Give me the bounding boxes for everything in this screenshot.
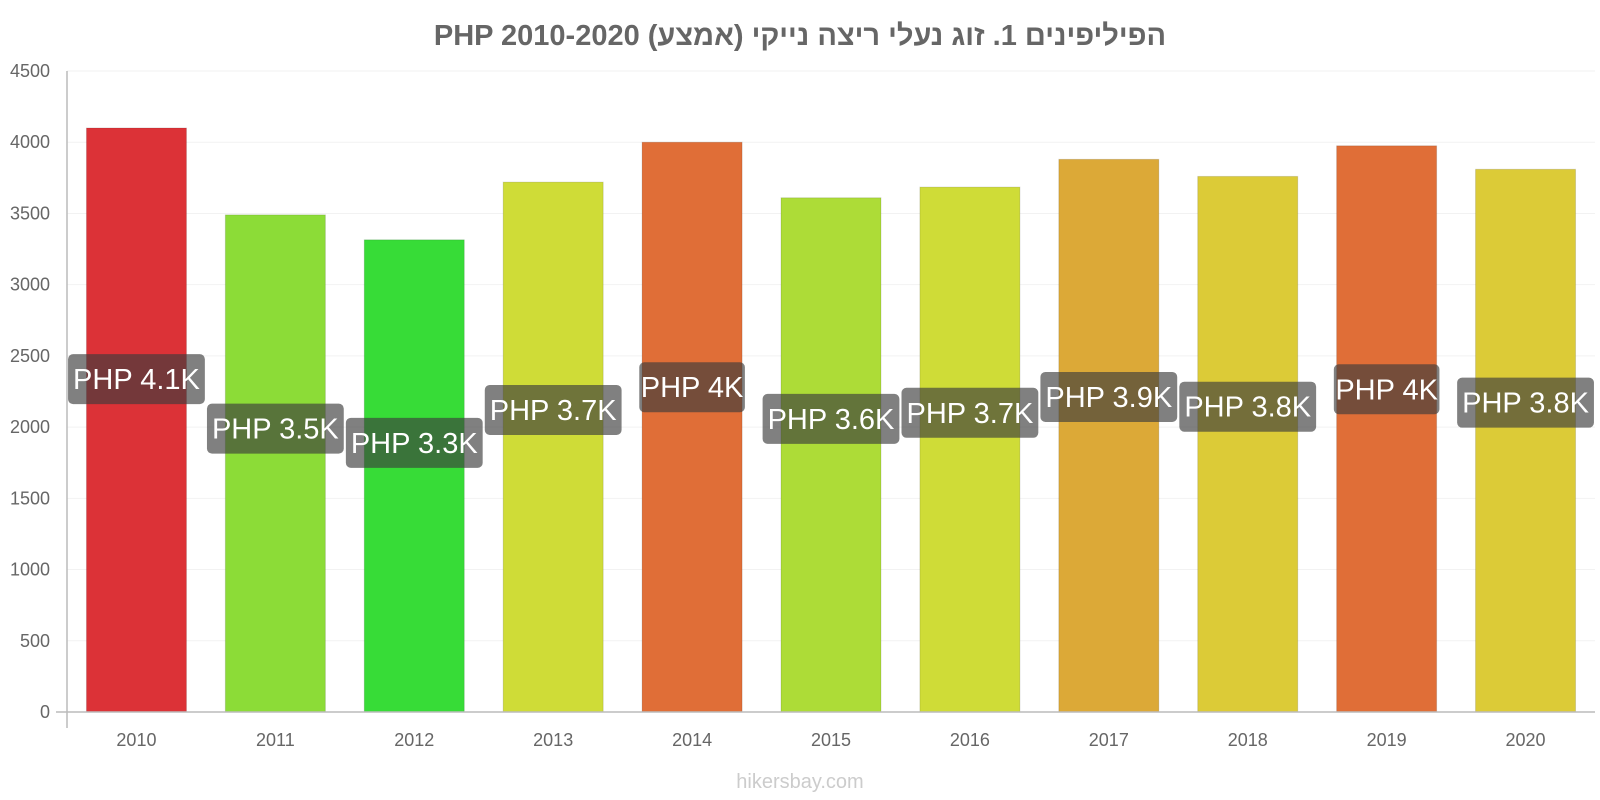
bar xyxy=(780,197,882,713)
bars xyxy=(85,127,1577,713)
y-axis: 0 500 1000 1500 2000 2500 3000 3500 4000 4500 xyxy=(10,61,68,728)
data-label-box xyxy=(68,354,205,405)
data-label-box xyxy=(1179,381,1317,432)
y-tick-label: 3500 xyxy=(10,203,50,223)
x-tick-label: 2018 xyxy=(1228,730,1268,750)
x-axis: 2010 2011 2012 2013 2014 2015 2016 2017 2018 2019… xyxy=(56,711,1595,750)
bar xyxy=(85,127,187,713)
bar xyxy=(919,186,1021,713)
data-label-box xyxy=(345,417,483,468)
data-label-box xyxy=(639,362,745,413)
data-label: PHP 3.8K xyxy=(1184,392,1311,424)
bar xyxy=(1058,158,1160,713)
data-label: PHP 3.6K xyxy=(768,404,895,436)
y-tick-label: 2000 xyxy=(10,417,50,437)
data-label: PHP 3.3K xyxy=(351,428,478,460)
data-labels: PHP 4.1K PHP 3.5K PHP 3.3K PHP 3.7K PHP 4K PH… xyxy=(68,354,1594,468)
y-tick-label: 1500 xyxy=(10,488,50,508)
y-tick-label: 2500 xyxy=(10,346,50,366)
bar xyxy=(641,141,743,713)
x-tick-label: 2015 xyxy=(811,730,851,750)
bar xyxy=(1336,145,1438,713)
data-label-box xyxy=(484,384,622,435)
data-label: PHP 4K xyxy=(641,372,744,404)
x-tick-label: 2016 xyxy=(950,730,990,750)
source-credit: hikersbay.com xyxy=(736,771,863,793)
bar xyxy=(224,214,326,713)
y-tick-label: 4500 xyxy=(10,61,50,81)
x-tick-label: 2012 xyxy=(394,730,434,750)
data-label-box xyxy=(1457,377,1594,428)
y-tick-label: 4000 xyxy=(10,132,50,152)
bar xyxy=(502,181,604,713)
bar xyxy=(363,239,465,713)
data-label-box xyxy=(901,387,1039,438)
data-label: PHP 4K xyxy=(1335,374,1438,406)
x-tick-label: 2017 xyxy=(1089,730,1129,750)
y-tick-label: 0 xyxy=(40,702,50,722)
bar xyxy=(1475,168,1577,713)
x-tick-label: 2019 xyxy=(1367,730,1407,750)
x-tick-label: 2011 xyxy=(256,730,295,750)
data-label: PHP 3.9K xyxy=(1045,382,1172,414)
data-label-box xyxy=(1333,364,1440,415)
data-label: PHP 3.7K xyxy=(490,395,617,427)
data-label: PHP 3.5K xyxy=(212,414,339,446)
data-label-box xyxy=(1040,371,1178,422)
bar xyxy=(1197,175,1299,713)
data-label-box xyxy=(762,393,900,444)
x-tick-label: 2013 xyxy=(533,730,573,750)
y-tick-label: 3000 xyxy=(10,275,50,295)
y-tick-label: 500 xyxy=(20,631,50,651)
x-tick-label: 2014 xyxy=(672,730,712,750)
data-label: PHP 3.8K xyxy=(1462,388,1589,420)
y-tick-label: 1000 xyxy=(10,560,50,580)
chart-title: הפיליפינים 1. זוג נעלי ריצה נייקי (אמצע)… xyxy=(434,20,1166,52)
data-label: PHP 3.7K xyxy=(906,398,1033,430)
data-label-box xyxy=(206,403,344,454)
x-tick-label: 2020 xyxy=(1506,730,1546,750)
data-label: PHP 4.1K xyxy=(73,364,200,396)
x-tick-label: 2010 xyxy=(116,730,156,750)
